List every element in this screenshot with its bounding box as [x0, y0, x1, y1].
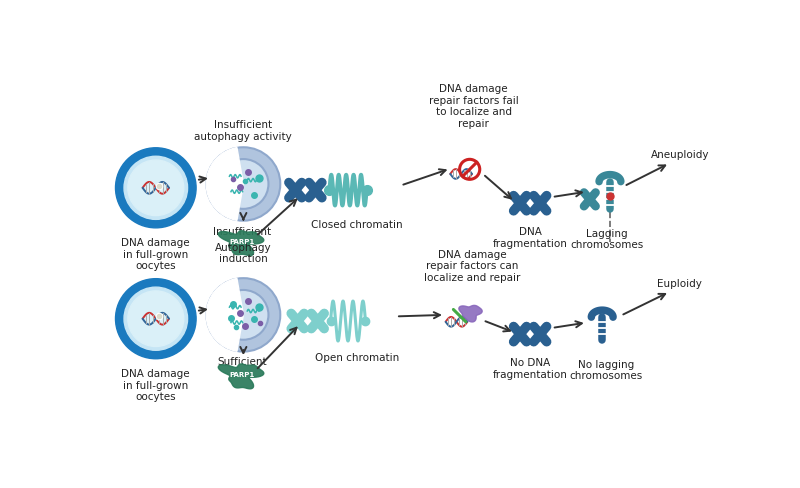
- Text: No lagging
chromosomes: No lagging chromosomes: [570, 359, 642, 381]
- Circle shape: [124, 157, 187, 220]
- Circle shape: [211, 283, 276, 347]
- Text: No DNA
fragmentation: No DNA fragmentation: [493, 358, 567, 379]
- Text: Insufficient: Insufficient: [213, 226, 271, 236]
- Polygon shape: [459, 306, 482, 322]
- Circle shape: [115, 148, 196, 228]
- Text: DNA damage
repair factors can
localize and repair: DNA damage repair factors can localize a…: [424, 249, 520, 282]
- Text: Closed chromatin: Closed chromatin: [311, 219, 403, 229]
- Text: Lagging
chromosomes: Lagging chromosomes: [570, 228, 643, 250]
- Text: DNA damage
in full-grown
oocytes: DNA damage in full-grown oocytes: [122, 368, 190, 401]
- Circle shape: [115, 279, 196, 359]
- Text: Autophagy
induction: Autophagy induction: [215, 242, 272, 264]
- Polygon shape: [218, 364, 264, 389]
- Wedge shape: [206, 279, 243, 351]
- Text: Aneuploidy: Aneuploidy: [650, 150, 709, 160]
- Circle shape: [215, 287, 272, 344]
- Text: PARP1: PARP1: [230, 238, 254, 244]
- Polygon shape: [218, 231, 264, 256]
- Text: Open chromatin: Open chromatin: [315, 352, 399, 362]
- Circle shape: [124, 287, 187, 350]
- Text: Sufficient: Sufficient: [217, 357, 266, 366]
- Circle shape: [128, 291, 184, 347]
- Text: Insufficient
autophagy activity: Insufficient autophagy activity: [194, 120, 292, 142]
- Text: PARP1: PARP1: [230, 371, 254, 377]
- Text: Euploidy: Euploidy: [658, 278, 702, 288]
- Wedge shape: [206, 148, 243, 221]
- Circle shape: [215, 156, 272, 213]
- Circle shape: [211, 152, 276, 217]
- Text: DNA
fragmentation: DNA fragmentation: [493, 227, 567, 248]
- Circle shape: [128, 161, 184, 216]
- Text: DNA damage
repair factors fail
to localize and
repair: DNA damage repair factors fail to locali…: [429, 84, 518, 128]
- Text: DNA damage
in full-grown
oocytes: DNA damage in full-grown oocytes: [122, 238, 190, 271]
